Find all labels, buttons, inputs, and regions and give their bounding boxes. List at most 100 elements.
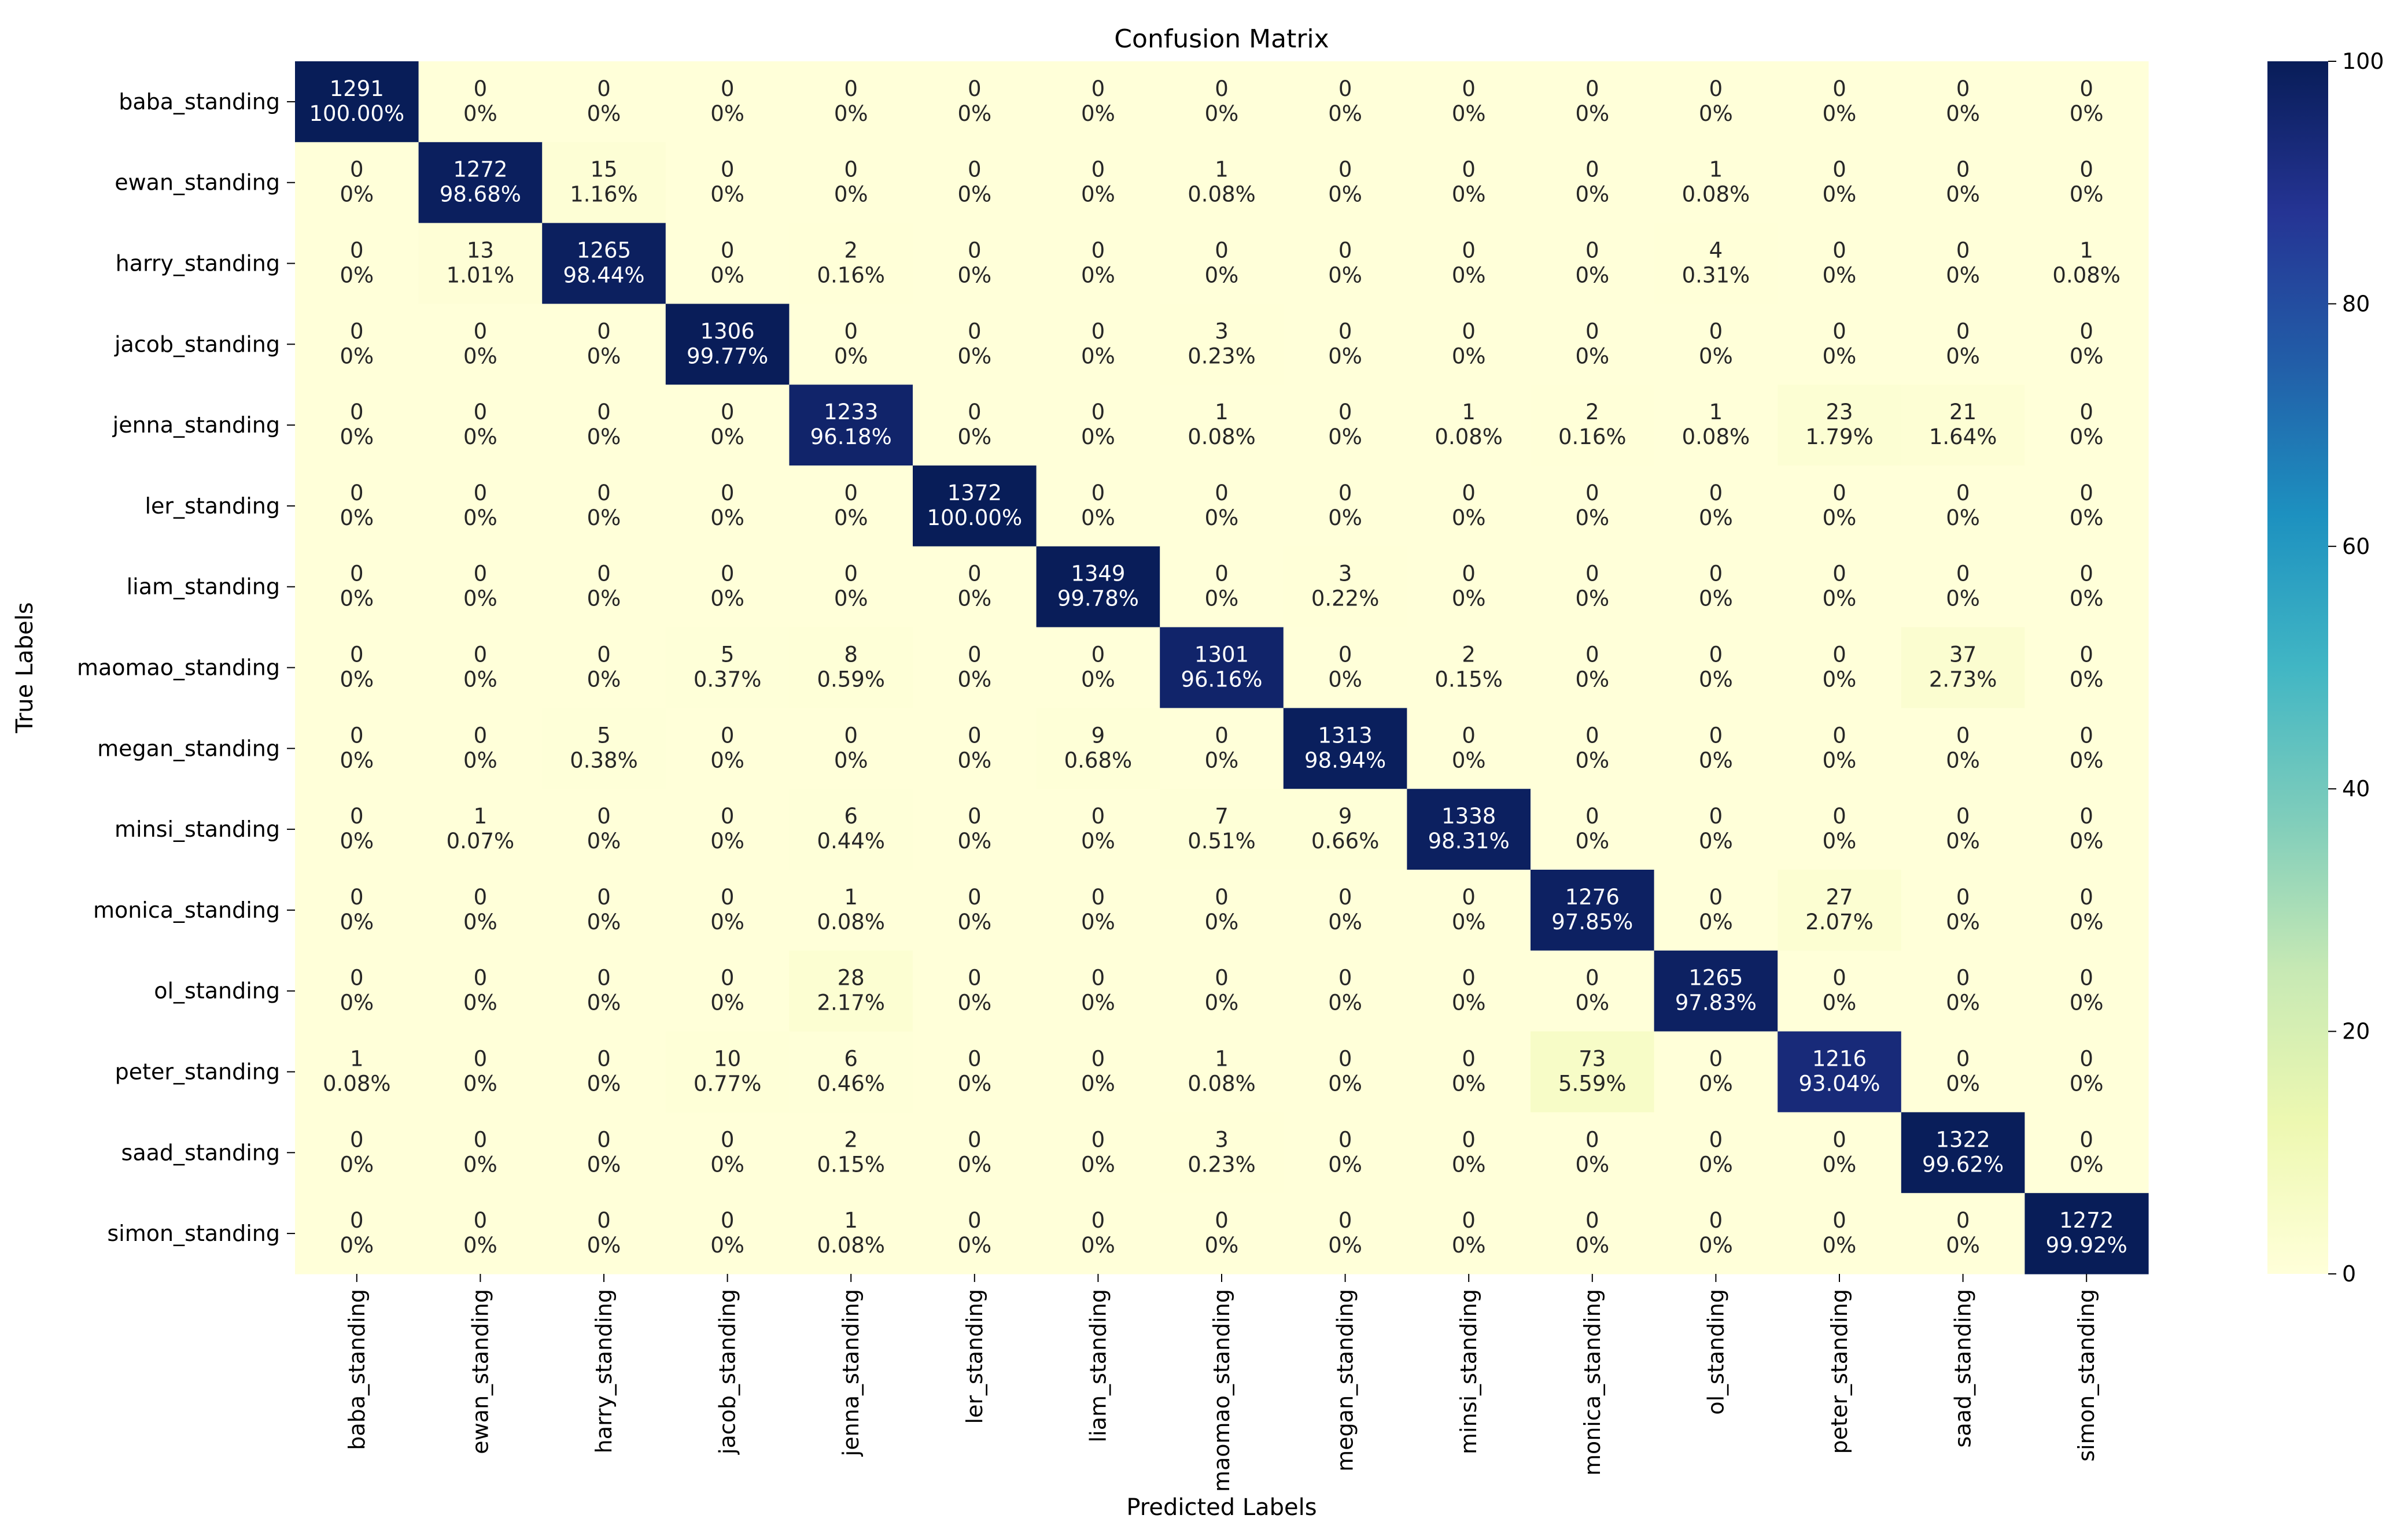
cell-count-label: 0 xyxy=(1215,238,1229,263)
cell-count-label: 0 xyxy=(350,1208,364,1233)
cell-count-label: 0 xyxy=(968,966,982,991)
heatmap-cell xyxy=(1901,385,2025,466)
cell-count-label: 0 xyxy=(1091,885,1105,910)
x-tick-label: minsi_standing xyxy=(1456,1289,1481,1454)
cell-count-label: 0 xyxy=(474,642,488,667)
cell-percent-label: 0% xyxy=(1205,505,1239,530)
cell-count-label: 1 xyxy=(350,1047,364,1072)
cell-percent-label: 0% xyxy=(710,991,744,1015)
cell-count-label: 0 xyxy=(1709,481,1723,505)
y-tick-label: jacob_standing xyxy=(114,331,280,357)
cell-count-label: 0 xyxy=(474,1047,488,1072)
cell-count-label: 0 xyxy=(1091,966,1105,991)
cell-percent-label: 0% xyxy=(463,505,497,530)
cell-percent-label: 93.04% xyxy=(1798,1072,1880,1096)
heatmap-cell xyxy=(1407,61,1531,143)
cell-percent-label: 0% xyxy=(1699,586,1733,611)
cell-percent-label: 0.08% xyxy=(1188,424,1256,449)
x-tick-label: jenna_standing xyxy=(838,1289,864,1457)
heatmap-cell xyxy=(1036,950,1160,1032)
cell-count-label: 0 xyxy=(1585,157,1599,182)
heatmap-cell xyxy=(1036,385,1160,466)
heatmap-cell xyxy=(1283,1112,1407,1194)
x-tick-label: harry_standing xyxy=(591,1289,617,1453)
cell-count-label: 0 xyxy=(844,319,858,343)
heatmap-cell xyxy=(2025,61,2149,143)
cell-percent-label: 0% xyxy=(1823,667,1857,692)
heatmap-cell xyxy=(542,142,666,224)
heatmap-cell xyxy=(295,950,419,1032)
cell-percent-label: 0% xyxy=(1575,991,1609,1015)
heatmap-cell xyxy=(542,1031,666,1113)
cell-count-label: 0 xyxy=(1956,1047,1970,1072)
cell-percent-label: 0% xyxy=(1328,1072,1362,1096)
heatmap-cell xyxy=(1778,61,1902,143)
heatmap-cell xyxy=(418,708,543,789)
heatmap-cell xyxy=(913,950,1037,1032)
cell-percent-label: 0% xyxy=(2070,748,2104,773)
cell-count-label: 0 xyxy=(968,642,982,667)
cell-percent-label: 0% xyxy=(1081,505,1115,530)
cell-count-label: 0 xyxy=(721,1208,735,1233)
cell-percent-label: 0.15% xyxy=(817,1152,885,1177)
cell-count-label: 0 xyxy=(968,723,982,748)
heatmap-cell xyxy=(1531,142,1655,224)
cell-percent-label: 0% xyxy=(1575,263,1609,288)
cell-percent-label: 0% xyxy=(1575,182,1609,207)
y-tick-label: saad_standing xyxy=(121,1140,280,1165)
cell-count-label: 0 xyxy=(844,561,858,586)
cell-count-label: 21 xyxy=(1949,400,1976,424)
heatmap-cell xyxy=(1654,142,1778,224)
cell-percent-label: 99.62% xyxy=(1922,1152,2004,1177)
cell-percent-label: 0% xyxy=(1452,1072,1486,1096)
cell-count-label: 0 xyxy=(721,804,735,829)
heatmap-cell xyxy=(418,870,543,951)
cell-percent-label: 0% xyxy=(1081,991,1115,1015)
cell-count-label: 0 xyxy=(2079,1127,2093,1152)
cell-count-label: 0 xyxy=(2079,804,2093,829)
cell-percent-label: 0% xyxy=(710,424,744,449)
heatmap-cell xyxy=(1036,627,1160,708)
heatmap-cell xyxy=(542,304,666,385)
cell-percent-label: 0% xyxy=(1081,263,1115,288)
heatmap-cell xyxy=(1283,304,1407,385)
cell-percent-label: 0.77% xyxy=(694,1072,762,1096)
cell-count-label: 0 xyxy=(1585,1208,1599,1233)
cell-count-label: 1216 xyxy=(1812,1047,1867,1072)
heatmap-cell xyxy=(665,142,790,224)
cell-percent-label: 0% xyxy=(710,182,744,207)
cell-count-label: 0 xyxy=(1338,400,1352,424)
cell-count-label: 0 xyxy=(1956,481,1970,505)
cell-percent-label: 0.23% xyxy=(1188,1152,1256,1177)
heatmap-cell xyxy=(1654,304,1778,385)
heatmap-cell xyxy=(1778,385,1902,466)
cell-percent-label: 0% xyxy=(587,424,621,449)
heatmap-cell xyxy=(913,465,1037,547)
heatmap-cell xyxy=(1036,1031,1160,1113)
cell-count-label: 0 xyxy=(1462,561,1476,586)
heatmap-cell xyxy=(1531,304,1655,385)
cell-percent-label: 0% xyxy=(957,1152,991,1177)
cell-percent-label: 0% xyxy=(710,505,744,530)
cell-percent-label: 0.44% xyxy=(817,829,885,854)
heatmap-cell xyxy=(1036,61,1160,143)
cell-percent-label: 0% xyxy=(463,1152,497,1177)
cell-percent-label: 0% xyxy=(2070,991,2104,1015)
cell-count-label: 0 xyxy=(968,1047,982,1072)
cell-count-label: 0 xyxy=(2079,1047,2093,1072)
cell-count-label: 1 xyxy=(1709,157,1723,182)
heatmap-cell xyxy=(1036,1112,1160,1194)
cell-percent-label: 0% xyxy=(2070,1152,2104,1177)
cell-percent-label: 0% xyxy=(340,910,374,934)
heatmap-cell xyxy=(1407,708,1531,789)
cell-percent-label: 0% xyxy=(1946,1072,1980,1096)
heatmap-cell xyxy=(2025,223,2149,304)
x-tick-label: ewan_standing xyxy=(467,1289,493,1454)
heatmap-cell xyxy=(913,304,1037,385)
cell-count-label: 0 xyxy=(1585,481,1599,505)
cell-percent-label: 0% xyxy=(1452,748,1486,773)
heatmap-cell xyxy=(1531,1112,1655,1194)
cell-percent-label: 0% xyxy=(710,263,744,288)
cell-count-label: 0 xyxy=(721,561,735,586)
cell-percent-label: 0% xyxy=(834,101,868,126)
